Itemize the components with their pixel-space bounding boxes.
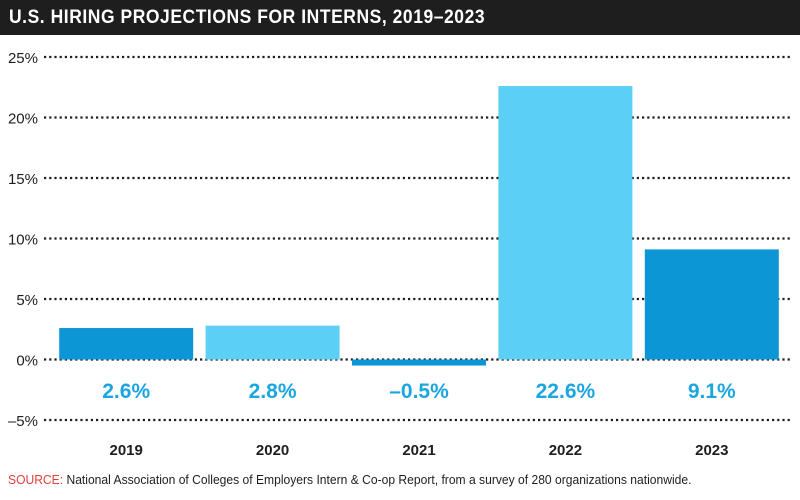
y-tick-label: 5%: [16, 292, 38, 309]
title-bar: U.S. HIRING PROJECTIONS FOR INTERNS, 201…: [0, 0, 800, 35]
y-tick-label: 20%: [8, 111, 38, 128]
x-tick-label: 2022: [549, 442, 582, 459]
data-label: 2.8%: [249, 380, 297, 403]
bar-chart: –5% 0% 5% 10% 15% 20% 25% 2.6% 2019 2.8% 2020 –0.5%…: [8, 50, 790, 459]
data-label: 9.1%: [688, 380, 736, 403]
bar-2023: [644, 249, 779, 360]
x-tick-label: 2019: [110, 442, 143, 459]
data-label: 2.6%: [102, 380, 150, 403]
y-tick-label: –5%: [8, 413, 38, 430]
bar-2020: [205, 325, 340, 360]
y-tick-label: 25%: [8, 50, 38, 67]
x-tick-label: 2021: [402, 442, 435, 459]
bar-2019: [59, 328, 194, 360]
y-tick-label: 10%: [8, 232, 38, 249]
y-tick-label: 0%: [16, 353, 38, 370]
y-tick-label: 15%: [8, 171, 38, 188]
x-tick-label: 2020: [256, 442, 289, 459]
bar-2021: [352, 359, 486, 366]
bar-2022: [498, 86, 633, 360]
chart-title: U.S. HIRING PROJECTIONS FOR INTERNS, 201…: [9, 7, 486, 28]
data-label: 22.6%: [536, 380, 596, 403]
data-label: –0.5%: [389, 380, 449, 403]
source-text: National Association of Colleges of Empl…: [66, 472, 692, 487]
x-tick-label: 2023: [695, 442, 728, 459]
source-label: SOURCE:: [8, 472, 64, 487]
source-note: SOURCE: National Association of Colleges…: [8, 472, 743, 487]
